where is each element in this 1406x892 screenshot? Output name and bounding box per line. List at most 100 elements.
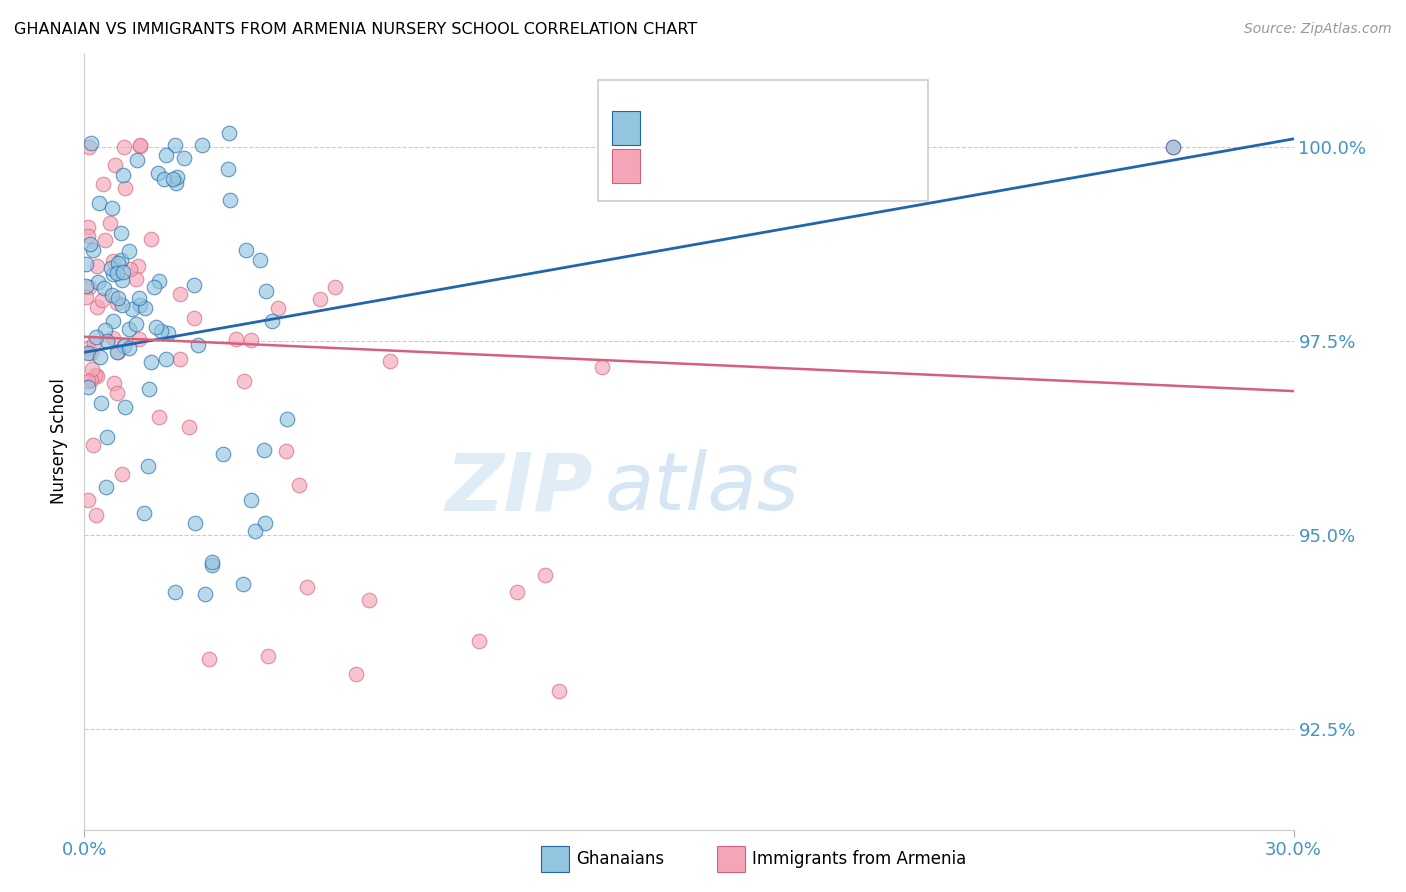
Point — [110, 252, 132, 267]
Point — [114, 181, 136, 195]
Point — [142, 280, 165, 294]
Point — [505, 585, 527, 599]
Point — [107, 291, 129, 305]
Point — [94, 233, 117, 247]
Point — [534, 567, 557, 582]
Point — [111, 168, 134, 182]
Point — [145, 319, 167, 334]
Point — [256, 648, 278, 663]
Point — [101, 267, 124, 281]
Point — [139, 232, 162, 246]
Point — [240, 492, 263, 507]
Point — [121, 301, 143, 316]
Point — [1161, 139, 1184, 153]
Point — [96, 480, 118, 494]
Point — [197, 652, 219, 666]
Point — [76, 493, 98, 508]
Point — [105, 345, 128, 359]
Point — [177, 419, 200, 434]
Point — [157, 326, 180, 340]
Point — [105, 266, 128, 280]
Point — [103, 314, 125, 328]
Point — [77, 345, 100, 359]
Text: R = -0.115: R = -0.115 — [657, 157, 754, 175]
Point — [201, 558, 224, 573]
Point — [125, 272, 148, 286]
Point — [276, 411, 298, 425]
Point — [162, 172, 184, 186]
Point — [245, 524, 267, 538]
Point — [94, 323, 117, 337]
Point — [165, 585, 187, 599]
Point — [249, 253, 271, 268]
Point — [166, 170, 188, 185]
Point — [187, 338, 209, 352]
Point — [76, 220, 98, 235]
Point — [75, 290, 97, 304]
Point — [79, 236, 101, 251]
Point — [84, 508, 107, 522]
Point — [103, 376, 125, 390]
Point — [96, 334, 118, 348]
Point — [254, 284, 277, 298]
Point — [86, 259, 108, 273]
Point — [309, 293, 332, 307]
Point — [77, 229, 100, 244]
Point — [86, 330, 108, 344]
Point — [77, 342, 100, 356]
Point — [101, 254, 124, 268]
Text: Ghanaians: Ghanaians — [576, 850, 665, 868]
Point — [267, 301, 290, 315]
Point — [105, 386, 128, 401]
Point — [129, 137, 152, 152]
Text: R = 0.230: R = 0.230 — [657, 119, 747, 136]
Point — [82, 243, 104, 257]
Point — [87, 195, 110, 210]
Point — [104, 158, 127, 172]
Point — [111, 264, 134, 278]
Point — [240, 333, 263, 347]
Point — [357, 592, 380, 607]
Point — [118, 342, 141, 356]
Point — [107, 344, 129, 359]
Text: atlas: atlas — [605, 449, 799, 527]
Point — [232, 374, 254, 388]
Point — [235, 243, 257, 257]
Point — [212, 447, 235, 461]
Point — [80, 373, 103, 387]
Point — [253, 443, 276, 458]
Point — [218, 126, 240, 140]
Point — [150, 324, 173, 338]
Point — [125, 318, 148, 332]
Point — [105, 296, 128, 310]
Point — [548, 683, 571, 698]
Text: ZIP: ZIP — [444, 449, 592, 527]
Point — [118, 244, 141, 258]
Point — [82, 361, 104, 376]
Point — [90, 396, 112, 410]
Point — [169, 286, 191, 301]
Point — [136, 458, 159, 473]
Point — [125, 153, 148, 167]
Point — [218, 193, 240, 207]
Point — [80, 346, 103, 360]
Text: N = 84: N = 84 — [797, 119, 865, 136]
Point — [89, 350, 111, 364]
Point — [110, 226, 132, 240]
Point — [83, 335, 105, 350]
Point — [128, 298, 150, 312]
Point — [201, 555, 224, 569]
Point — [194, 587, 217, 601]
Point — [101, 288, 124, 302]
Point — [262, 314, 284, 328]
Point — [378, 354, 401, 368]
Point — [183, 516, 205, 531]
Point — [169, 351, 191, 366]
Point — [138, 382, 160, 396]
Point — [134, 301, 156, 316]
Point — [591, 360, 613, 375]
Point — [77, 279, 100, 293]
Point — [295, 580, 318, 594]
Point — [128, 138, 150, 153]
Point — [163, 138, 186, 153]
